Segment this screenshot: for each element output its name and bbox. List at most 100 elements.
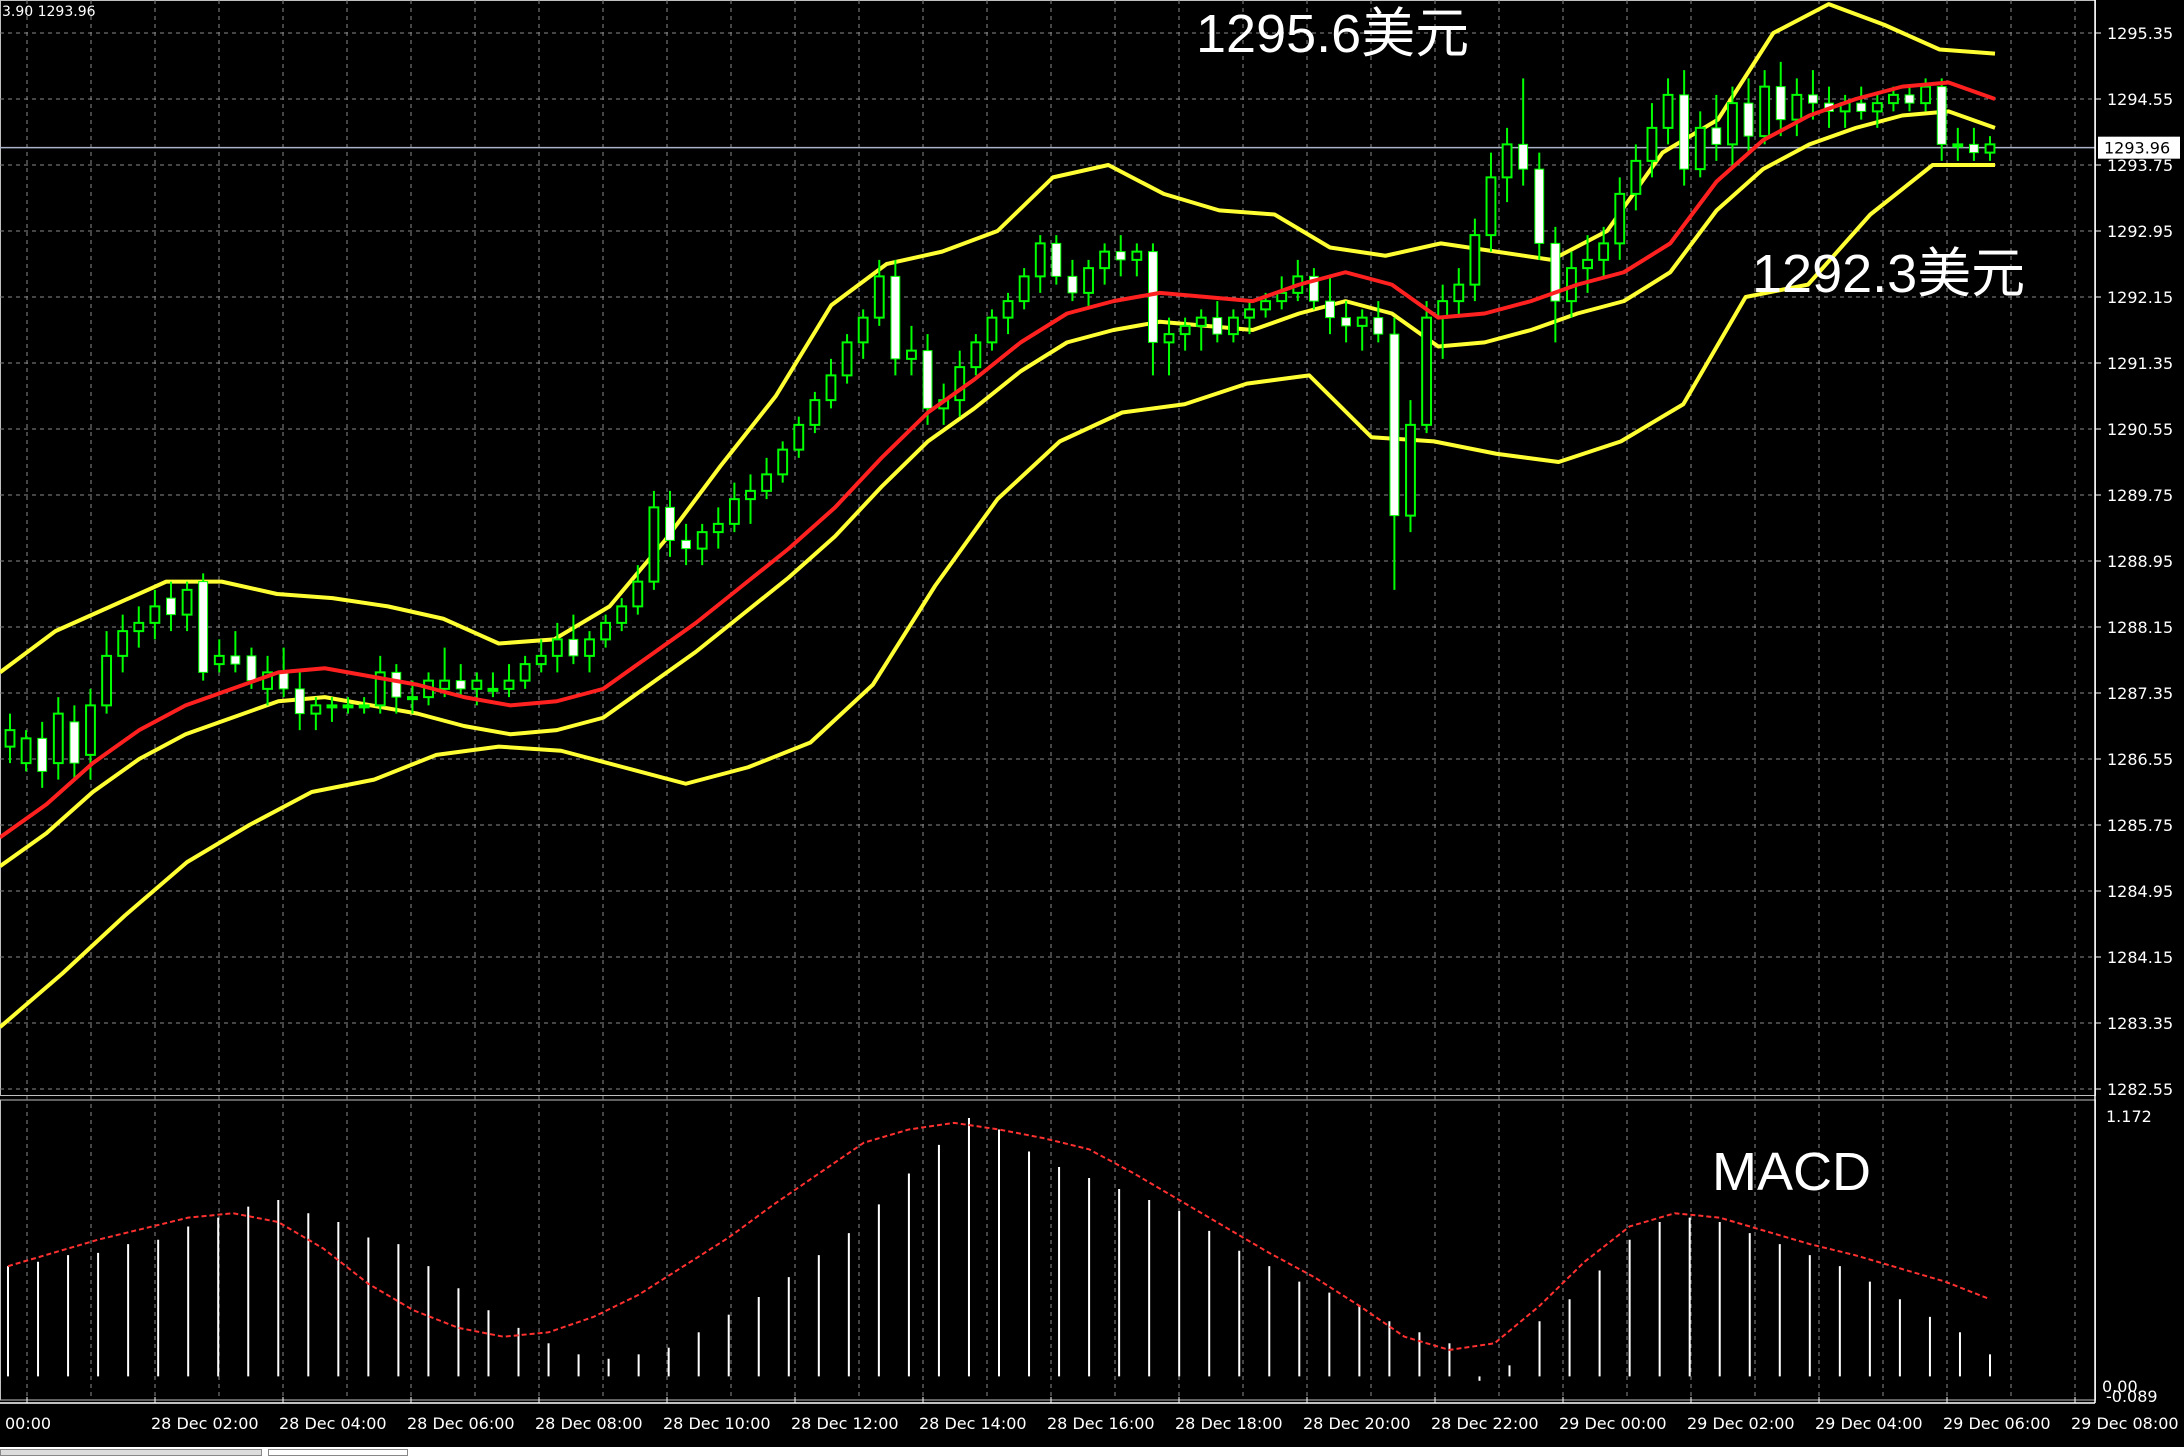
time-axis-label: 28 Dec 04:00 (279, 1414, 387, 1433)
candle-bull (696, 531, 708, 550)
candle-bull (439, 679, 451, 690)
candle-bull (1485, 176, 1497, 237)
candle-bull (761, 473, 773, 492)
time-axis-label: 28 Dec 14:00 (919, 1414, 1027, 1433)
time-axis-label: 28 Dec 22:00 (1431, 1414, 1539, 1433)
candle-bull (616, 605, 628, 624)
candle-bull (85, 704, 96, 756)
candle-bear (568, 638, 579, 657)
candle-bear (1373, 317, 1384, 335)
candle-bear (1711, 127, 1722, 145)
time-axis-label: 28 Dec 08:00 (535, 1414, 643, 1433)
candle-bear (1679, 94, 1690, 170)
bollinger-upper (0, 2, 1996, 674)
time-axis-label: 28 Dec 10:00 (663, 1414, 771, 1433)
candle-bear (1115, 251, 1126, 261)
moving-average (0, 80, 1996, 840)
candle-bull (20, 737, 32, 765)
candle-bull (825, 374, 837, 402)
candle-bull (519, 663, 531, 682)
price-axis-label: 1292.95 (2107, 222, 2173, 241)
candle-bull (374, 671, 386, 707)
candle-bear (1968, 143, 1979, 154)
time-axis-label: 28 Dec 12:00 (791, 1414, 899, 1433)
chart-tab-2[interactable] (268, 1449, 408, 1456)
candle-bear (1936, 86, 1947, 145)
candle-bull (117, 630, 129, 657)
candle-bull (342, 704, 354, 709)
bollinger-lower (0, 163, 1995, 1029)
current-price-label: 1293.96 (2104, 139, 2170, 158)
candle-bull (535, 654, 547, 666)
price-axis-label: 1294.55 (2107, 90, 2173, 109)
candle-bull (1469, 234, 1481, 286)
candle-bull (1501, 143, 1513, 179)
annotation-macd: MACD (1712, 1142, 1871, 1202)
candle-bull (551, 638, 563, 657)
candle-bull (600, 621, 612, 641)
candle-bull (745, 489, 756, 501)
price-axis-label: 1288.15 (2107, 618, 2173, 637)
candle-bull (326, 704, 338, 709)
chart-tab-1[interactable] (0, 1449, 262, 1456)
current-price-box (2098, 136, 2180, 159)
candle-bear (391, 671, 402, 698)
candle-bull (1034, 242, 1046, 278)
candle-bull (4, 729, 16, 748)
candle-bear (1808, 94, 1818, 104)
candle-bull (1727, 102, 1738, 146)
candle-bull (1002, 300, 1014, 319)
candle-bear (37, 737, 48, 772)
time-axis-label: 29 Dec 06:00 (1943, 1414, 2051, 1433)
moving-average-red (0, 80, 1996, 840)
candle-bull (584, 638, 595, 657)
candle-bear (1067, 275, 1078, 294)
candle-bull (1356, 316, 1368, 327)
candle-bull (1646, 126, 1658, 162)
price-axis-label: 1284.15 (2107, 948, 2173, 967)
candle-bull (857, 316, 869, 344)
candle-bull (149, 605, 161, 624)
candle-bear (1148, 251, 1158, 343)
price-axis-label: 1289.75 (2107, 486, 2173, 505)
candle-bear (294, 688, 305, 715)
time-axis-label: 28 Dec 16:00 (1047, 1414, 1155, 1433)
candle-bull (728, 498, 740, 525)
price-axis-label: 1292.15 (2107, 288, 2173, 307)
candle-bear (681, 539, 692, 550)
candle-bull (1952, 143, 1964, 148)
candle-bull (503, 679, 515, 690)
macd-signal-line (7, 1121, 1991, 1351)
candle-bear (1212, 317, 1223, 335)
candle-bull (101, 654, 113, 707)
price-axis-label: 1293.75 (2107, 156, 2173, 175)
candle-bull (1694, 126, 1706, 171)
candle-bear (1341, 317, 1352, 327)
candle-bull (181, 588, 193, 616)
annotation-low: 1292.3美元 (1752, 244, 2025, 304)
time-axis-label: 28 Dec 06:00 (407, 1414, 515, 1433)
candle-bear (1325, 300, 1335, 319)
candle-bull (213, 654, 225, 666)
time-axis-label: 29 Dec 02:00 (1687, 1414, 1795, 1433)
candle-bear (246, 655, 257, 682)
candle-bull (712, 522, 724, 534)
time-axis-label: 28 Dec 02:00 (151, 1414, 259, 1433)
macd-axis-top: 1.172 (2106, 1107, 2152, 1126)
candle-bull (841, 341, 853, 377)
candle-bull (358, 704, 370, 709)
candle-bull (1244, 308, 1255, 319)
candle-bear (1904, 94, 1915, 104)
candle-bull (52, 712, 64, 765)
price-axis-label: 1284.95 (2107, 882, 2173, 901)
header-price: 3.90 1293.96 (2, 4, 96, 20)
candle-bull (954, 366, 966, 402)
candle-bear (69, 721, 80, 764)
candle-bull (1662, 93, 1674, 129)
candle-bull (1871, 102, 1883, 113)
candle-bull (970, 341, 982, 369)
time-axis-label: 29 Dec 00:00 (1559, 1414, 1667, 1433)
